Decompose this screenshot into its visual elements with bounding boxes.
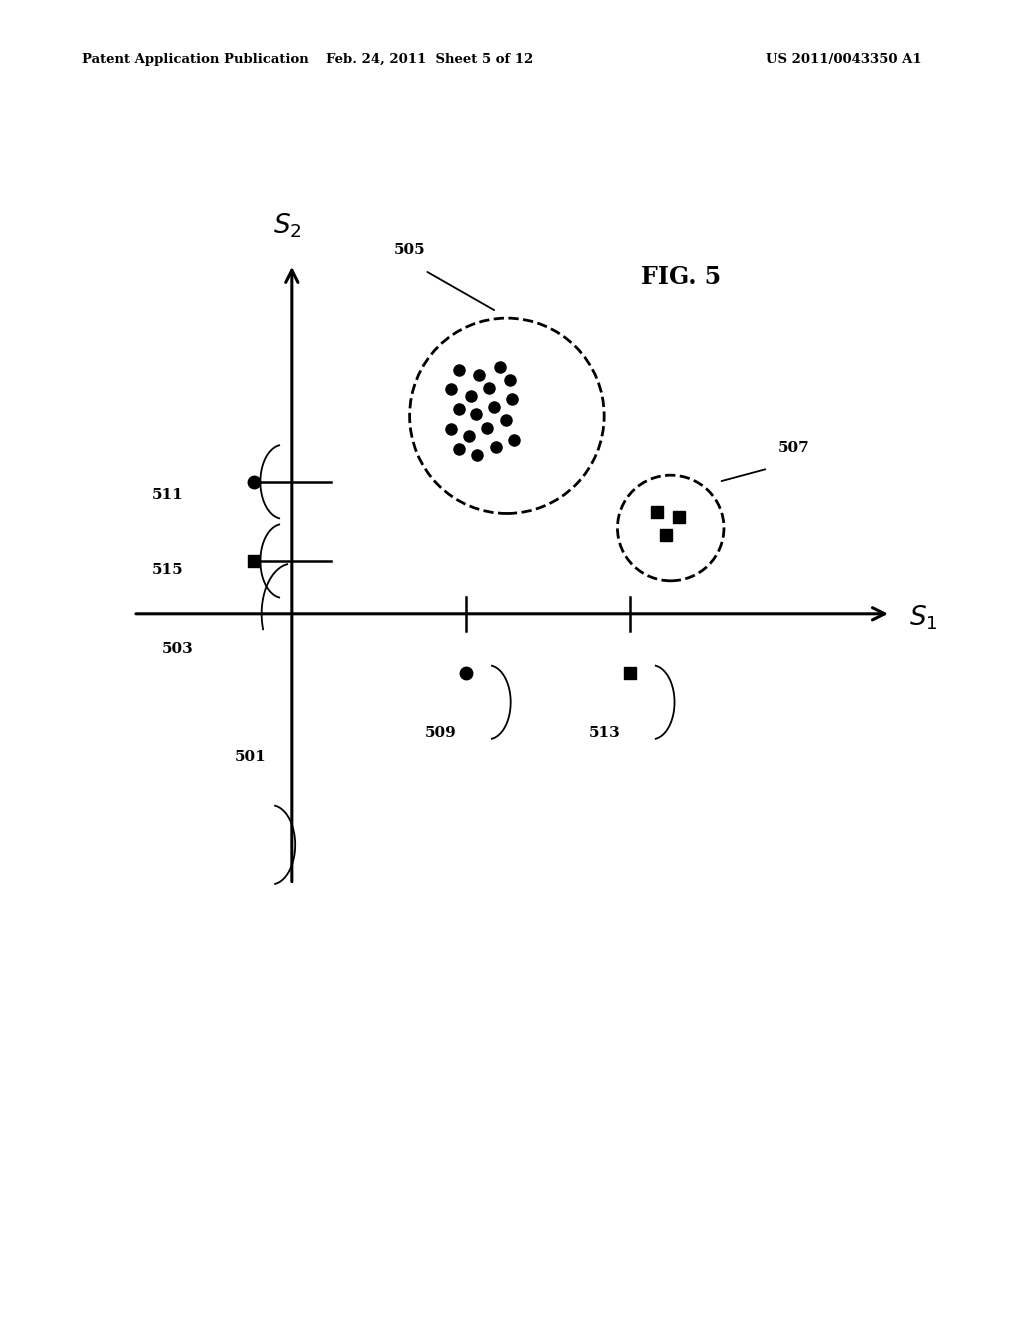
- Text: $S_1$: $S_1$: [909, 603, 938, 632]
- Text: FIG. 5: FIG. 5: [641, 265, 721, 289]
- Text: 505: 505: [394, 243, 425, 257]
- Text: Feb. 24, 2011  Sheet 5 of 12: Feb. 24, 2011 Sheet 5 of 12: [327, 53, 534, 66]
- Text: Patent Application Publication: Patent Application Publication: [82, 53, 308, 66]
- Text: 503: 503: [162, 643, 194, 656]
- Text: 507: 507: [778, 441, 810, 455]
- Text: US 2011/0043350 A1: US 2011/0043350 A1: [766, 53, 922, 66]
- Text: 511: 511: [152, 488, 183, 502]
- Text: 501: 501: [234, 750, 267, 764]
- Text: 515: 515: [152, 564, 183, 577]
- Text: $S_2$: $S_2$: [273, 211, 302, 240]
- Text: 509: 509: [424, 726, 457, 741]
- Text: 513: 513: [588, 726, 621, 741]
